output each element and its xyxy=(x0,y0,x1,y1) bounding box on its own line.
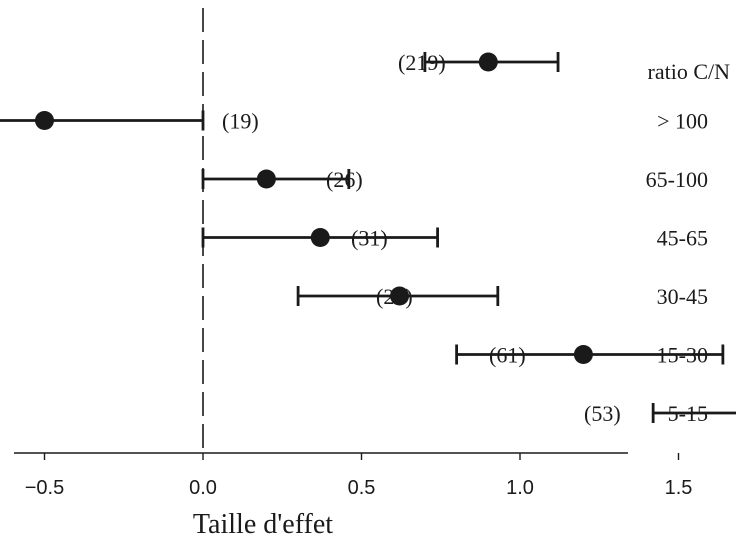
effect-row: (29) 30-45 xyxy=(296,284,708,309)
effect-point xyxy=(35,111,54,130)
sample-size-label: (31) xyxy=(351,226,388,251)
effect-point xyxy=(256,169,276,189)
x-tick-label: 1.5 xyxy=(665,477,693,499)
x-tick-label: −0.5 xyxy=(25,477,64,499)
effect-point xyxy=(478,52,498,72)
effect-row: (26) 65-100 xyxy=(201,167,708,192)
effect-point xyxy=(390,286,410,306)
sample-size-label: (19) xyxy=(222,109,259,134)
x-axis-title: Taille d'effet xyxy=(193,509,333,540)
effect-point xyxy=(310,228,330,247)
effect-row: (61) 15-30 xyxy=(455,343,725,368)
category-label: 45-65 xyxy=(657,226,708,251)
sample-size-label: (61) xyxy=(489,343,526,368)
effect-row: (31) 45-65 xyxy=(201,226,708,251)
category-label: > 100 xyxy=(657,109,708,134)
x-tick-label: 1.0 xyxy=(506,477,534,499)
legend-header: ratio C/N xyxy=(648,59,731,84)
effect-row: (219) xyxy=(398,50,560,75)
x-axis: −1.0−0.50.00.51.01.52.02.5 xyxy=(14,452,693,499)
category-label: 65-100 xyxy=(646,167,708,192)
category-label: 5-15 xyxy=(668,401,708,426)
effect-row: (19) > 100 xyxy=(0,109,708,134)
sample-size-label: (219) xyxy=(398,50,446,75)
effect-rows: (219) (19) > 100 (26) 65-100 (31) 45-65 (29) 30-… xyxy=(0,50,736,426)
sample-size-label: (26) xyxy=(326,167,363,192)
category-label: 30-45 xyxy=(657,284,708,309)
x-tick-label: 0.5 xyxy=(348,477,376,499)
sample-size-label: (29) xyxy=(376,284,413,309)
x-tick-label: 0.0 xyxy=(189,477,217,499)
sample-size-label: (53) xyxy=(584,401,621,426)
effect-point xyxy=(573,345,593,364)
category-label: 15-30 xyxy=(657,343,708,368)
effect-row: (53) 5-15 xyxy=(584,401,736,426)
